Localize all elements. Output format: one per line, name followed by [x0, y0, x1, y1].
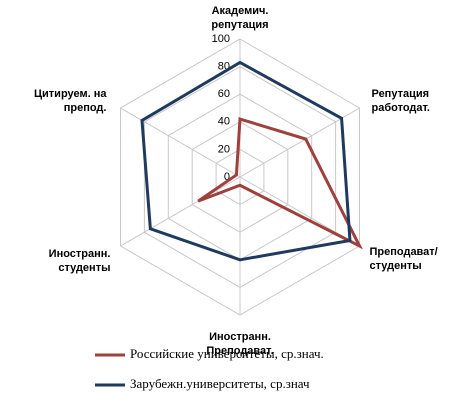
tick-label: 40	[218, 116, 230, 128]
category-label: Академич.	[212, 5, 269, 17]
spoke	[120, 107, 241, 178]
category-label: Репутация	[372, 88, 430, 100]
category-label: студенты	[370, 260, 422, 272]
series-line	[197, 117, 363, 250]
legend-label: Российские университеты, ср.знач.	[130, 346, 324, 361]
tick-label: 0	[224, 171, 230, 183]
category-label: Иностранн.	[209, 331, 271, 343]
category-label: Преподават.	[206, 345, 273, 357]
category-label: Цитируем. на	[34, 88, 107, 100]
tick-label: 20	[218, 143, 230, 155]
spoke	[239, 107, 360, 178]
category-label: студенты	[58, 262, 110, 274]
spoke	[120, 176, 241, 247]
category-label: работодат.	[372, 102, 430, 114]
category-label: препод.	[64, 102, 107, 114]
legend-label: Зарубежн.университеты, ср.знач	[130, 376, 310, 391]
category-label: Иностранн.	[49, 248, 111, 260]
category-label: репутация	[211, 19, 268, 31]
category-label: Преподават/	[370, 246, 438, 258]
tick-label: 100	[212, 33, 230, 45]
tick-label: 60	[218, 88, 230, 100]
series-line	[140, 60, 352, 262]
